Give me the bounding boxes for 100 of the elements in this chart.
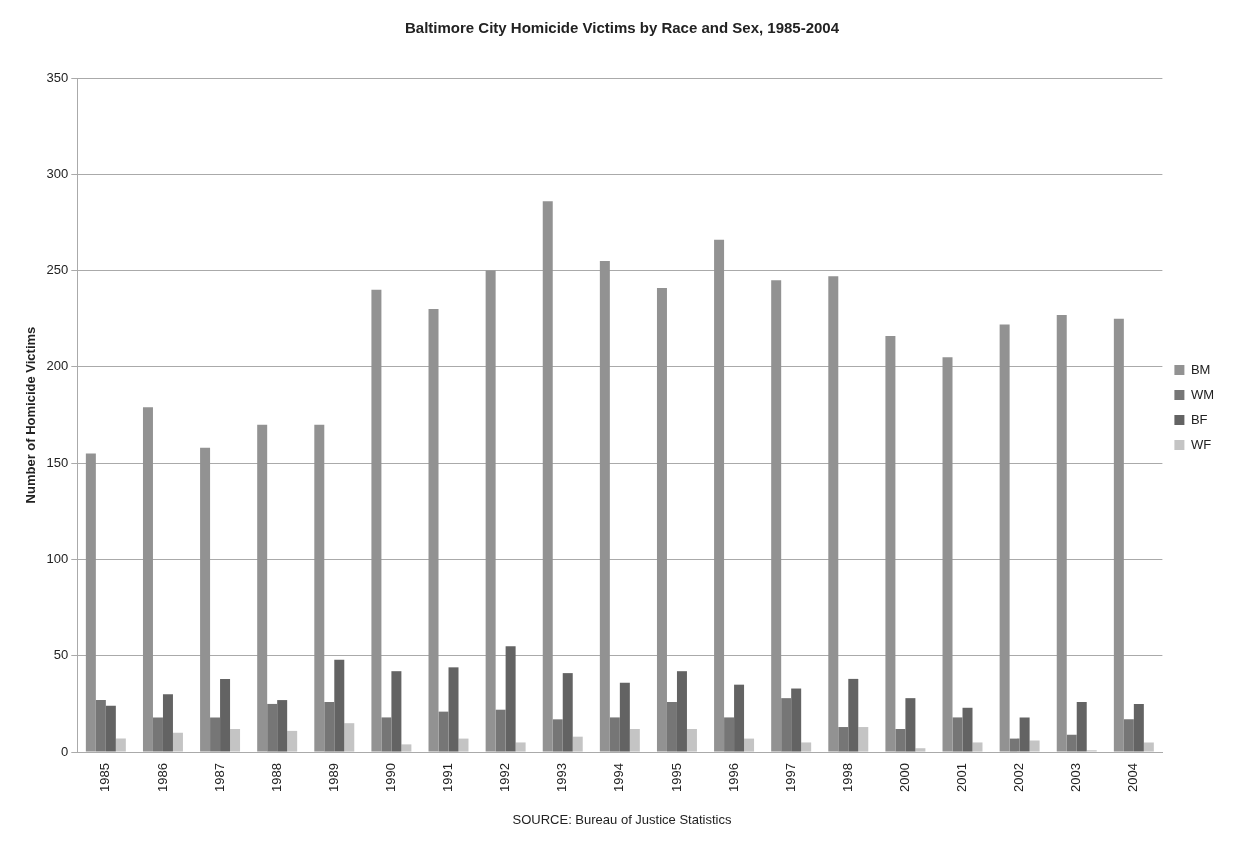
- bar: [105, 705, 116, 752]
- bar: [401, 744, 412, 752]
- bar: [838, 727, 849, 752]
- bar: [1113, 318, 1124, 752]
- bar: [95, 700, 106, 752]
- bar: [1019, 717, 1030, 752]
- x-tick-label: 1995: [668, 763, 684, 792]
- bar: [1076, 702, 1087, 752]
- x-tick-label: 2004: [1125, 763, 1141, 792]
- x-tick-label: 1985: [97, 763, 113, 792]
- bar: [656, 287, 667, 752]
- bar: [542, 201, 553, 752]
- bar: [230, 728, 241, 752]
- bar: [458, 738, 469, 752]
- bar: [724, 717, 735, 752]
- bar: [562, 673, 573, 752]
- bar: [391, 671, 402, 752]
- bar: [895, 728, 906, 752]
- bar: [771, 280, 782, 752]
- bar: [371, 289, 382, 752]
- y-tick-label: 150: [46, 454, 69, 470]
- bar: [885, 336, 896, 752]
- bar: [744, 738, 755, 752]
- bar: [828, 276, 839, 752]
- bar: [905, 698, 916, 752]
- bar: [381, 717, 392, 752]
- bar: [1029, 740, 1040, 752]
- y-axis-title: Number of Homicide Victims: [23, 326, 39, 504]
- x-tick-label: 1991: [440, 763, 456, 792]
- bar: [714, 239, 725, 752]
- x-tick-label: 2001: [954, 763, 970, 792]
- x-tick-label: 1997: [782, 763, 798, 792]
- bar: [267, 703, 278, 752]
- y-tick-label: 350: [46, 69, 69, 85]
- bar: [1009, 738, 1020, 752]
- chart-title: Baltimore City Homicide Victims by Race and Sex, 1985-2004: [404, 19, 840, 37]
- bar: [210, 717, 221, 752]
- x-tick-label: 1994: [611, 763, 627, 792]
- bar: [495, 709, 506, 752]
- bar: [1066, 734, 1077, 752]
- bar: [485, 270, 496, 752]
- y-tick-label: 100: [46, 551, 69, 567]
- bar: [142, 407, 153, 752]
- bar: [781, 698, 792, 752]
- bar: [599, 260, 610, 752]
- bar: [801, 742, 812, 752]
- bar: [972, 742, 983, 752]
- bar: [666, 702, 677, 752]
- bar: [1123, 719, 1134, 752]
- bar: [344, 723, 355, 752]
- x-tick-label: 2002: [1011, 763, 1027, 792]
- bar: [791, 688, 802, 752]
- x-tick-label: 1996: [725, 763, 741, 792]
- bar: [1133, 703, 1144, 752]
- bar: [115, 738, 126, 752]
- bar: [686, 728, 697, 752]
- y-tick-label: 0: [61, 743, 69, 759]
- bar: [915, 748, 926, 752]
- legend-label: BF: [1190, 411, 1208, 427]
- bar: [942, 357, 953, 752]
- bar: [629, 728, 640, 752]
- bar: [734, 684, 745, 752]
- bar: [505, 646, 516, 752]
- bar: [962, 707, 973, 752]
- bar: [287, 730, 298, 752]
- bar: [676, 671, 687, 752]
- y-tick-label: 300: [46, 165, 69, 181]
- bar: [152, 717, 163, 752]
- y-tick-label: 50: [53, 647, 69, 663]
- y-tick-label: 250: [46, 262, 69, 278]
- bar: [609, 717, 620, 752]
- bar: [220, 678, 231, 752]
- bar: [515, 742, 526, 752]
- bar: [162, 694, 173, 752]
- bar: [552, 719, 563, 752]
- bar: [448, 667, 459, 752]
- bar: [200, 447, 211, 752]
- legend-label: WF: [1190, 436, 1212, 452]
- bar: [324, 702, 335, 752]
- bar: [85, 453, 96, 752]
- bar: [277, 700, 288, 752]
- bar: [334, 659, 345, 752]
- bar: [858, 727, 869, 752]
- x-tick-label: 1989: [325, 763, 341, 792]
- bar: [438, 711, 449, 752]
- bar: [572, 736, 583, 752]
- bar: [314, 424, 325, 752]
- x-tick-label: 1998: [839, 763, 855, 792]
- x-tick-label: 1992: [497, 763, 513, 792]
- x-tick-label: 1986: [154, 763, 170, 792]
- bar: [619, 682, 630, 752]
- x-tick-label: 2003: [1068, 763, 1084, 792]
- bar: [428, 309, 439, 752]
- bar: [1143, 742, 1154, 752]
- y-tick-label: 200: [46, 358, 69, 374]
- bar: [257, 424, 268, 752]
- bar: [952, 717, 963, 752]
- x-tick-label: 2000: [896, 763, 912, 792]
- x-tick-label: 1993: [554, 763, 570, 792]
- legend-label: WM: [1190, 386, 1215, 402]
